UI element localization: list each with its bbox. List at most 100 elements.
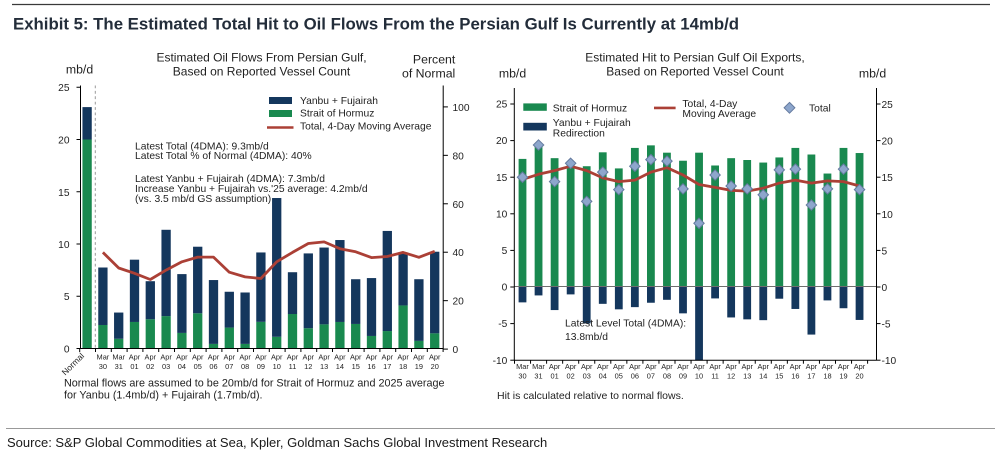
svg-text:Apr: Apr — [725, 362, 737, 371]
svg-text:Apr: Apr — [350, 352, 362, 361]
svg-text:Based on Reported Vessel Count: Based on Reported Vessel Count — [606, 65, 784, 79]
svg-text:Apr: Apr — [709, 362, 721, 371]
svg-text:Apr: Apr — [741, 362, 753, 371]
svg-text:09: 09 — [257, 362, 265, 371]
svg-text:5: 5 — [882, 246, 888, 257]
svg-text:09: 09 — [679, 372, 687, 381]
svg-text:04: 04 — [178, 362, 186, 371]
svg-text:Apr: Apr — [287, 352, 299, 361]
svg-text:02: 02 — [146, 362, 154, 371]
svg-text:14: 14 — [759, 372, 767, 381]
svg-text:Apr: Apr — [397, 352, 409, 361]
svg-text:18: 18 — [399, 362, 407, 371]
svg-text:0: 0 — [502, 283, 508, 294]
svg-text:Apr: Apr — [334, 352, 346, 361]
svg-text:15: 15 — [352, 362, 360, 371]
svg-text:mb/d: mb/d — [66, 63, 93, 77]
svg-text:20: 20 — [453, 297, 465, 308]
svg-text:12: 12 — [304, 362, 312, 371]
svg-text:5: 5 — [502, 246, 508, 257]
svg-text:Apr: Apr — [413, 352, 425, 361]
svg-text:100: 100 — [453, 103, 470, 114]
svg-text:Apr: Apr — [208, 352, 220, 361]
svg-text:16: 16 — [791, 372, 799, 381]
svg-text:0: 0 — [882, 283, 888, 294]
svg-text:05: 05 — [194, 362, 202, 371]
svg-text:Latest Total (4DMA): 9.3mb/d: Latest Total (4DMA): 9.3mb/d — [135, 142, 269, 153]
svg-text:Apr: Apr — [645, 362, 657, 371]
svg-text:18: 18 — [823, 372, 831, 381]
svg-text:13: 13 — [320, 362, 328, 371]
svg-text:07: 07 — [647, 372, 655, 381]
svg-text:Mar: Mar — [112, 352, 125, 361]
svg-text:15: 15 — [775, 372, 783, 381]
svg-text:Apr: Apr — [239, 352, 251, 361]
svg-text:Apr: Apr — [366, 352, 378, 361]
svg-text:31: 31 — [115, 362, 123, 371]
svg-text:Apr: Apr — [629, 362, 641, 371]
svg-text:19: 19 — [839, 372, 847, 381]
svg-text:Apr: Apr — [160, 352, 172, 361]
svg-text:mb/d: mb/d — [499, 67, 526, 81]
svg-text:13.8mb/d: 13.8mb/d — [565, 332, 608, 343]
svg-text:Total: Total — [809, 103, 831, 114]
svg-text:30: 30 — [518, 372, 526, 381]
svg-text:Apr: Apr — [303, 352, 315, 361]
svg-text:08: 08 — [663, 372, 671, 381]
svg-text:-5: -5 — [882, 320, 891, 331]
svg-text:Yanbu + Fujairah: Yanbu + Fujairah — [300, 96, 378, 107]
svg-text:Increase Yanbu + Fujairah vs.': Increase Yanbu + Fujairah vs.'25 average… — [135, 184, 368, 195]
svg-text:07: 07 — [225, 362, 233, 371]
svg-text:17: 17 — [807, 372, 815, 381]
svg-text:Source: S&P Global Commodities: Source: S&P Global Commodities at Sea, K… — [7, 435, 547, 450]
svg-text:Apr: Apr — [145, 352, 157, 361]
svg-text:06: 06 — [631, 372, 639, 381]
svg-text:15: 15 — [58, 188, 70, 199]
svg-text:03: 03 — [583, 372, 591, 381]
svg-text:Strait of Hormuz: Strait of Hormuz — [300, 109, 374, 120]
svg-text:Strait of Hormuz: Strait of Hormuz — [553, 103, 627, 114]
svg-text:Apr: Apr — [565, 362, 577, 371]
svg-text:60: 60 — [453, 200, 465, 211]
svg-text:Apr: Apr — [838, 362, 850, 371]
svg-text:17: 17 — [383, 362, 391, 371]
svg-text:Hit is calculated relative to: Hit is calculated relative to normal flo… — [497, 390, 684, 402]
svg-text:11: 11 — [711, 372, 719, 381]
svg-text:25: 25 — [882, 100, 894, 111]
svg-text:Moving Average: Moving Average — [682, 109, 756, 120]
svg-text:Estimated Oil Flows From Persi: Estimated Oil Flows From Persian Gulf, — [156, 51, 366, 65]
svg-text:Apr: Apr — [790, 362, 802, 371]
svg-text:06: 06 — [209, 362, 217, 371]
svg-text:19: 19 — [415, 362, 423, 371]
svg-text:03: 03 — [162, 362, 170, 371]
svg-text:Apr: Apr — [224, 352, 236, 361]
svg-text:Estimated Hit to Persian Gulf: Estimated Hit to Persian Gulf Oil Export… — [585, 51, 804, 65]
svg-text:20: 20 — [58, 136, 70, 147]
svg-text:Apr: Apr — [429, 352, 441, 361]
svg-text:08: 08 — [241, 362, 249, 371]
svg-text:Apr: Apr — [757, 362, 769, 371]
svg-text:25: 25 — [496, 100, 508, 111]
svg-text:0: 0 — [64, 345, 70, 356]
svg-text:Apr: Apr — [318, 352, 330, 361]
svg-text:10: 10 — [882, 210, 894, 221]
svg-text:Percent: Percent — [413, 52, 456, 66]
svg-text:Apr: Apr — [129, 352, 141, 361]
svg-text:Latest Yanbu + Fujairah (4DMA): Latest Yanbu + Fujairah (4DMA): 7.3mb/d — [135, 174, 325, 185]
svg-text:40: 40 — [453, 248, 465, 259]
svg-text:10: 10 — [496, 209, 508, 220]
svg-text:01: 01 — [550, 372, 558, 381]
svg-text:15: 15 — [496, 173, 508, 184]
svg-text:0: 0 — [453, 345, 459, 356]
svg-text:20: 20 — [496, 136, 508, 147]
svg-text:Exhibit 5: The Estimated Total: Exhibit 5: The Estimated Total Hit to Oi… — [13, 15, 739, 34]
svg-text:12: 12 — [727, 372, 735, 381]
svg-text:Apr: Apr — [176, 352, 188, 361]
svg-text:Apr: Apr — [822, 362, 834, 371]
svg-text:01: 01 — [130, 362, 138, 371]
svg-text:15: 15 — [882, 173, 894, 184]
svg-text:80: 80 — [453, 151, 465, 162]
svg-text:Apr: Apr — [581, 362, 593, 371]
svg-text:Apr: Apr — [549, 362, 561, 371]
svg-text:Apr: Apr — [613, 362, 625, 371]
